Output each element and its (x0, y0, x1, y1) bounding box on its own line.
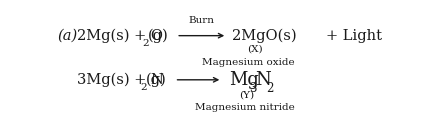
Text: Magnesium oxide: Magnesium oxide (202, 58, 295, 67)
Text: 2MgO(s): 2MgO(s) (232, 28, 297, 43)
Text: 3: 3 (249, 82, 257, 95)
Text: 2: 2 (142, 39, 149, 48)
Text: N: N (255, 71, 271, 89)
Text: 3Mg(s) + N: 3Mg(s) + N (77, 73, 164, 87)
Text: (g): (g) (146, 73, 167, 87)
Text: (g): (g) (148, 28, 169, 43)
Text: (a): (a) (57, 29, 77, 43)
Text: 2: 2 (266, 82, 273, 95)
Text: Mg: Mg (229, 71, 259, 89)
Text: (X): (X) (247, 45, 263, 54)
Text: 2: 2 (140, 83, 147, 92)
Text: + Light: + Light (326, 29, 382, 43)
Text: 2Mg(s) + O: 2Mg(s) + O (77, 28, 163, 43)
Text: Burn: Burn (189, 16, 215, 25)
Text: Magnesium nitride: Magnesium nitride (195, 103, 295, 112)
Text: (Y): (Y) (239, 91, 254, 100)
